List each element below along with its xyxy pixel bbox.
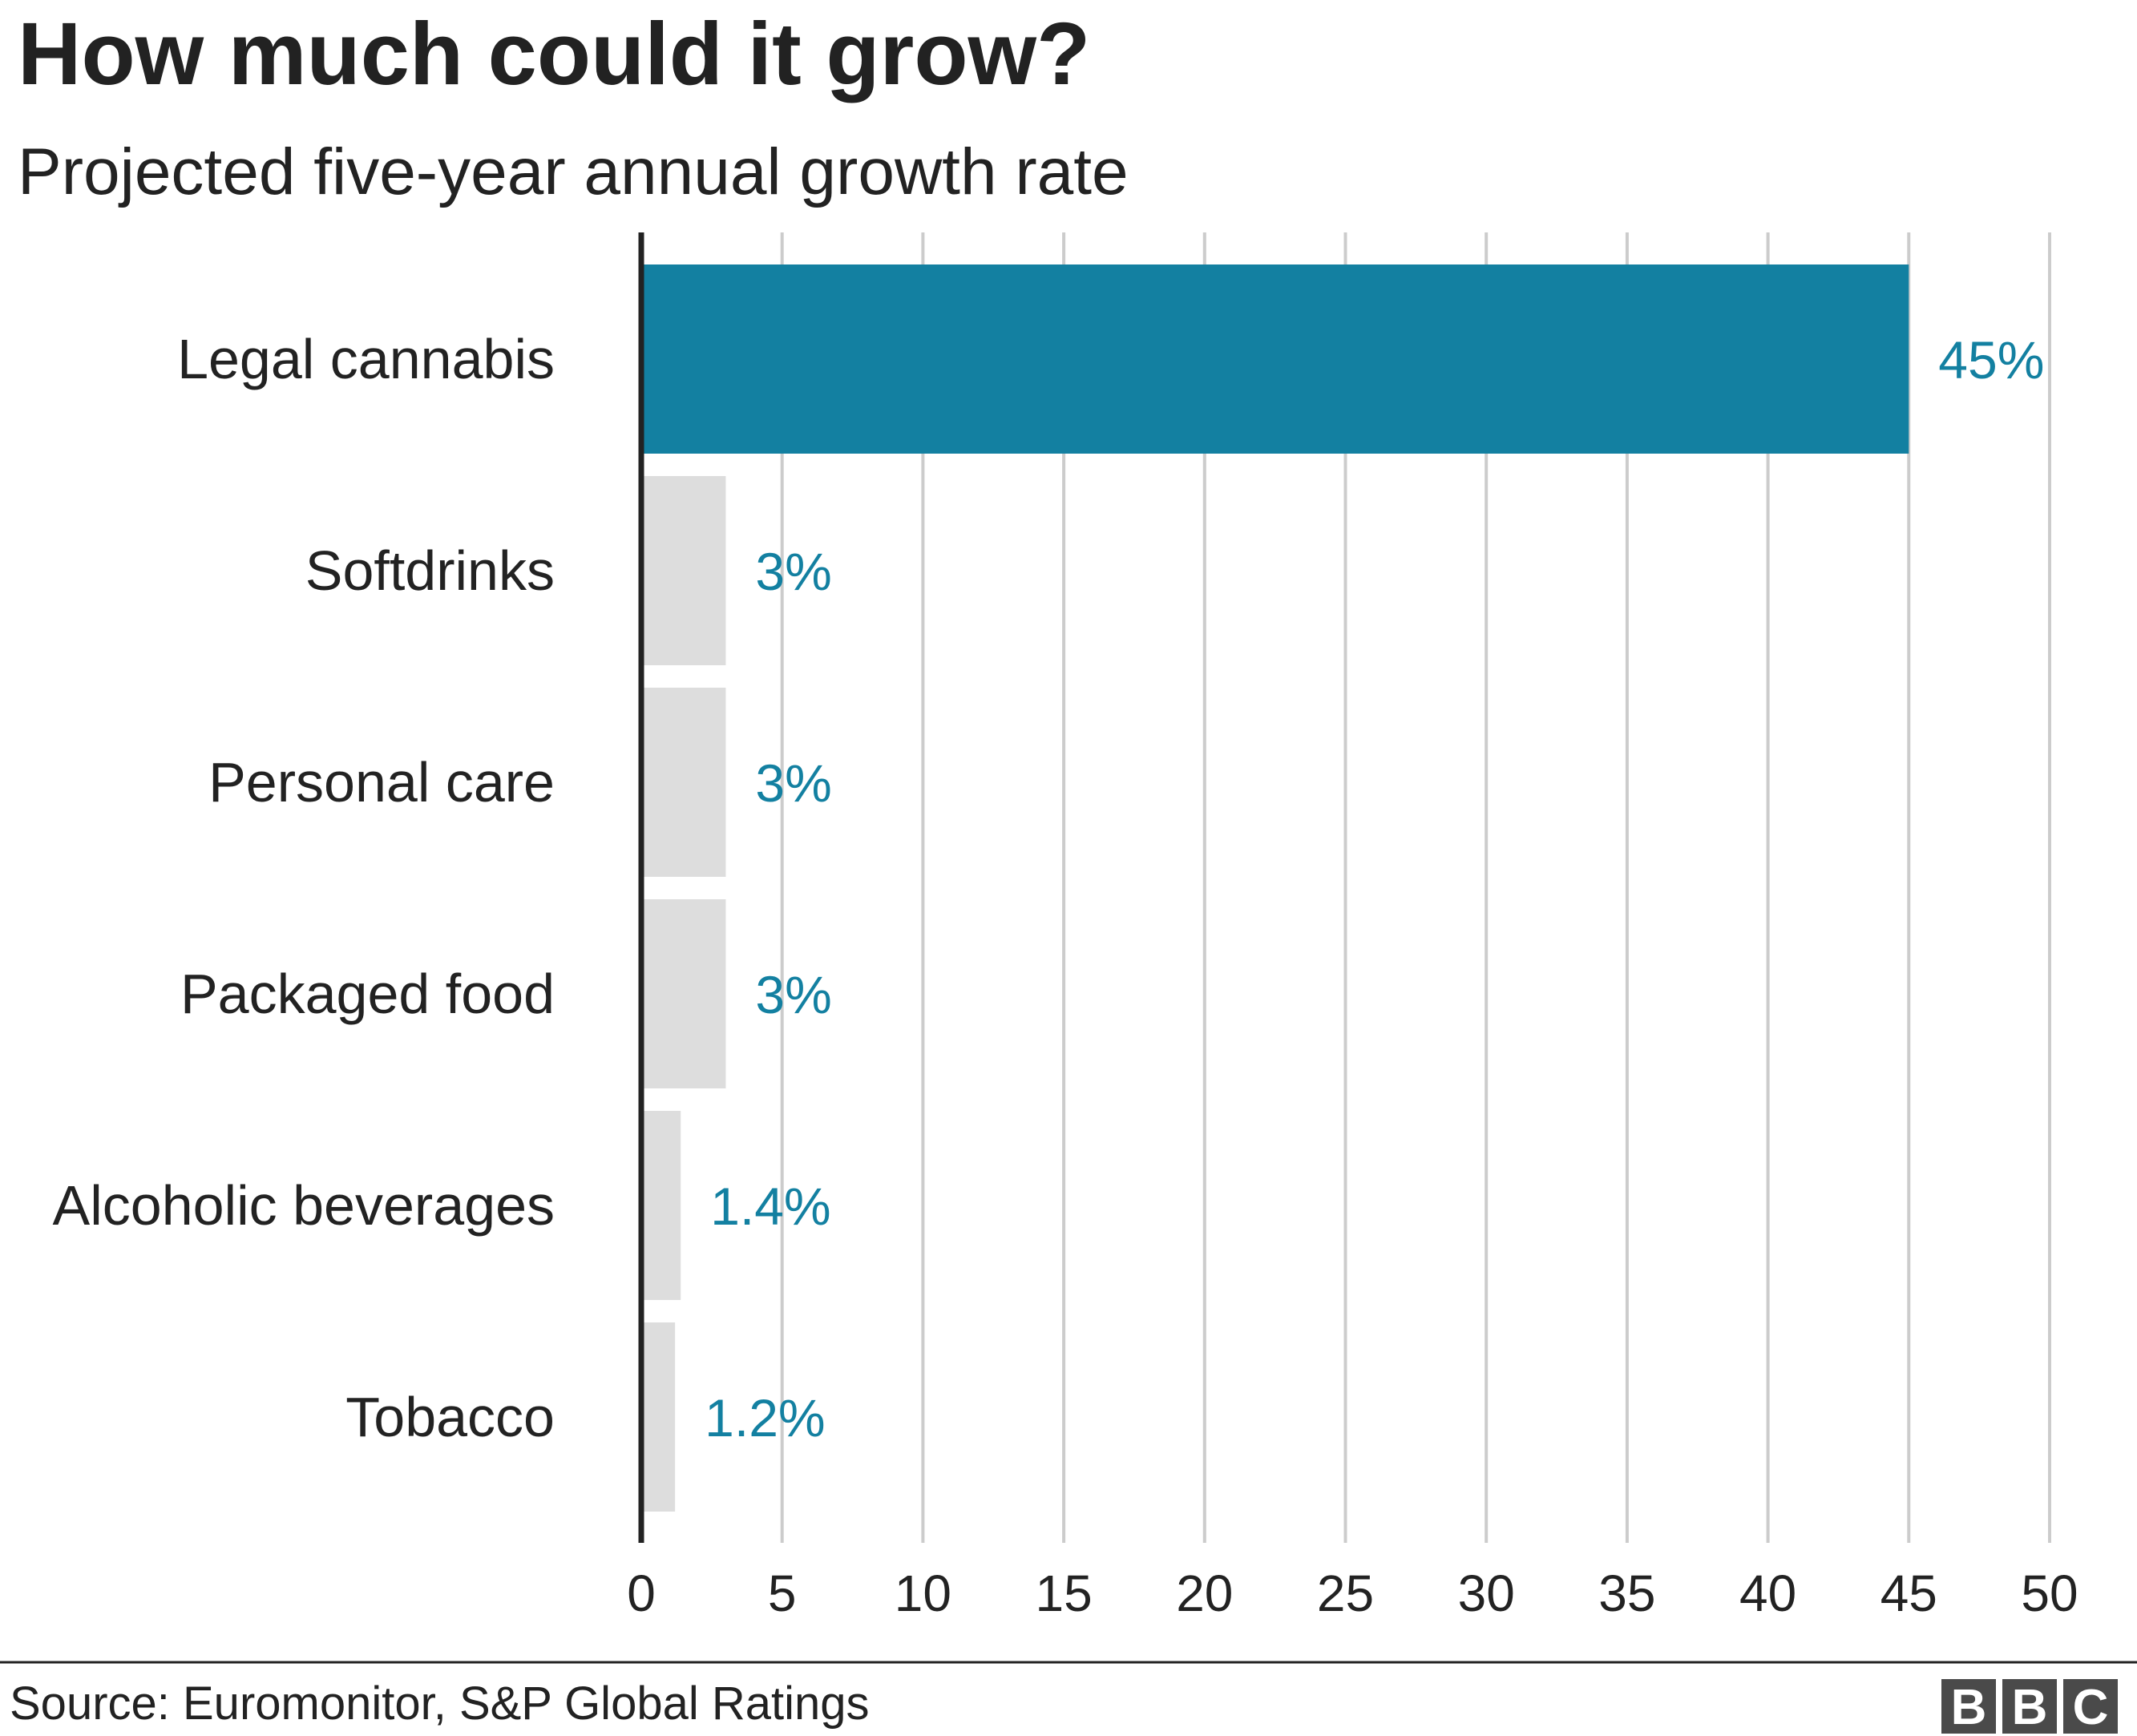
value-label: 1.4% <box>710 1177 830 1236</box>
x-tick-label: 35 <box>1598 1564 1655 1622</box>
x-tick-label: 5 <box>768 1564 797 1622</box>
x-tick-label: 15 <box>1036 1564 1093 1622</box>
x-tick-label: 45 <box>1880 1564 1937 1622</box>
x-tick-label: 40 <box>1739 1564 1796 1622</box>
bar <box>641 899 726 1088</box>
bar <box>641 688 726 877</box>
x-tick-label: 50 <box>2021 1564 2078 1622</box>
bar <box>641 476 726 665</box>
category-label: Softdrinks <box>305 539 555 602</box>
bbc-logo-box-2 <box>2002 1679 2057 1734</box>
bars <box>641 264 1909 1512</box>
x-tick-labels: 0 5 10 15 20 25 30 35 40 45 50 <box>627 1564 2078 1622</box>
bbc-logo-letter-2: B <box>2012 1680 2048 1735</box>
chart-subtitle: Projected five-year annual growth rate <box>18 135 1129 208</box>
bbc-logo-box-3 <box>2063 1679 2118 1734</box>
x-tick-label: 20 <box>1176 1564 1233 1622</box>
x-tick-label: 30 <box>1458 1564 1515 1622</box>
bar <box>641 264 1909 454</box>
value-label: 1.2% <box>705 1388 825 1447</box>
value-label: 45% <box>1938 330 2044 390</box>
value-label: 3% <box>755 965 831 1024</box>
value-label: 3% <box>755 542 831 601</box>
category-label: Personal care <box>208 751 555 813</box>
category-labels: Legal cannabis Softdrinks Personal care Pac… <box>53 328 555 1448</box>
bbc-logo-letter-1: B <box>1951 1680 1987 1735</box>
bbc-logo: B B C <box>1941 1679 2118 1735</box>
value-labels: 45% 3% 3% 3% 1.4% 1.2% <box>705 330 2044 1447</box>
category-label: Tobacco <box>345 1386 555 1448</box>
category-label: Legal cannabis <box>177 328 555 390</box>
bbc-logo-box-1 <box>1941 1679 1996 1734</box>
chart-title: How much could it grow? <box>18 5 1090 103</box>
bbc-logo-letter-3: C <box>2073 1680 2109 1735</box>
x-tick-label: 0 <box>627 1564 656 1622</box>
bar <box>641 1322 676 1512</box>
category-label: Packaged food <box>180 963 555 1025</box>
source-note: Source: Euromonitor, S&P Global Ratings <box>10 1677 870 1730</box>
bar <box>641 1111 681 1300</box>
x-tick-label: 25 <box>1317 1564 1374 1622</box>
value-label: 3% <box>755 753 831 813</box>
category-label: Alcoholic beverages <box>53 1174 555 1237</box>
x-tick-label: 10 <box>895 1564 951 1622</box>
